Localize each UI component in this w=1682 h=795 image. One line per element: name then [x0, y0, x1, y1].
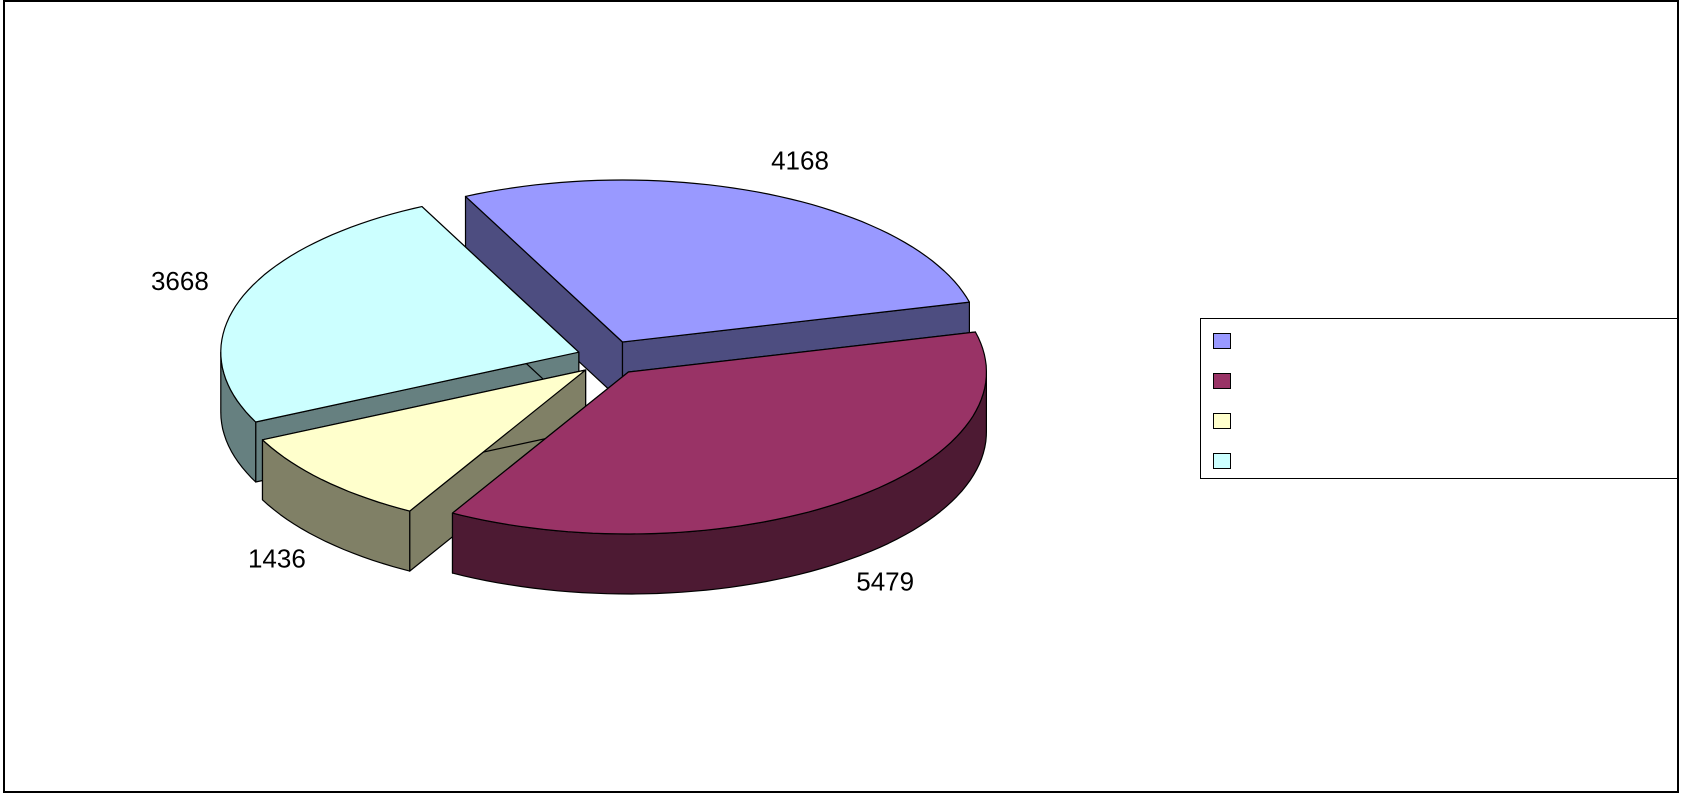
- pie-slice: [451, 331, 987, 595]
- legend-item: [1213, 331, 1243, 351]
- legend-swatch: [1213, 373, 1231, 389]
- legend: [1200, 318, 1678, 479]
- pie-slice: [464, 179, 970, 403]
- slice-top-face: [220, 206, 580, 423]
- slice-top-face: [464, 179, 970, 343]
- chart-area: 4168 5479 1436 3668: [3, 0, 1679, 793]
- pie-chart: 4168 5479 1436 3668: [151, 145, 987, 597]
- data-label: 5479: [856, 567, 914, 597]
- legend-swatch: [1213, 333, 1231, 349]
- data-label: 3668: [151, 266, 209, 296]
- slice-top-face: [261, 369, 587, 512]
- legend-swatch: [1213, 413, 1231, 429]
- legend-item: [1213, 451, 1243, 471]
- slice-top-face: [451, 331, 987, 535]
- legend-swatch: [1213, 453, 1231, 469]
- data-label: 4168: [771, 145, 829, 175]
- data-label: 1436: [248, 543, 306, 573]
- legend-item: [1213, 371, 1243, 391]
- legend-item: [1213, 411, 1243, 431]
